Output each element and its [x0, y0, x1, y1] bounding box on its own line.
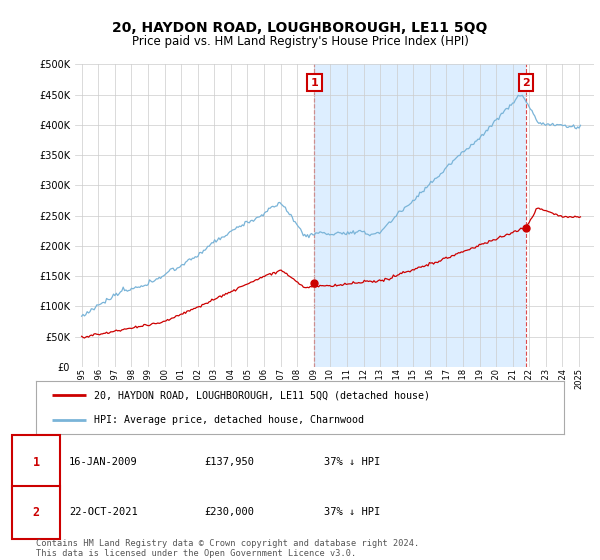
Text: 37% ↓ HPI: 37% ↓ HPI [324, 507, 380, 517]
Text: Contains HM Land Registry data © Crown copyright and database right 2024.
This d: Contains HM Land Registry data © Crown c… [36, 539, 419, 558]
Text: HPI: Average price, detached house, Charnwood: HPI: Average price, detached house, Char… [94, 414, 364, 424]
Text: 20, HAYDON ROAD, LOUGHBOROUGH, LE11 5QQ (detached house): 20, HAYDON ROAD, LOUGHBOROUGH, LE11 5QQ … [94, 390, 430, 400]
Text: 1: 1 [32, 455, 40, 469]
Text: £230,000: £230,000 [204, 507, 254, 517]
Text: £137,950: £137,950 [204, 457, 254, 467]
Text: 16-JAN-2009: 16-JAN-2009 [69, 457, 138, 467]
Text: Price paid vs. HM Land Registry's House Price Index (HPI): Price paid vs. HM Land Registry's House … [131, 35, 469, 48]
Bar [314, 64, 526, 367]
Text: 2: 2 [522, 77, 530, 87]
Text: 37% ↓ HPI: 37% ↓ HPI [324, 457, 380, 467]
Text: 20, HAYDON ROAD, LOUGHBOROUGH, LE11 5QQ: 20, HAYDON ROAD, LOUGHBOROUGH, LE11 5QQ [112, 21, 488, 35]
Text: 22-OCT-2021: 22-OCT-2021 [69, 507, 138, 517]
Text: 1: 1 [311, 77, 319, 87]
Text: 2: 2 [32, 506, 40, 519]
